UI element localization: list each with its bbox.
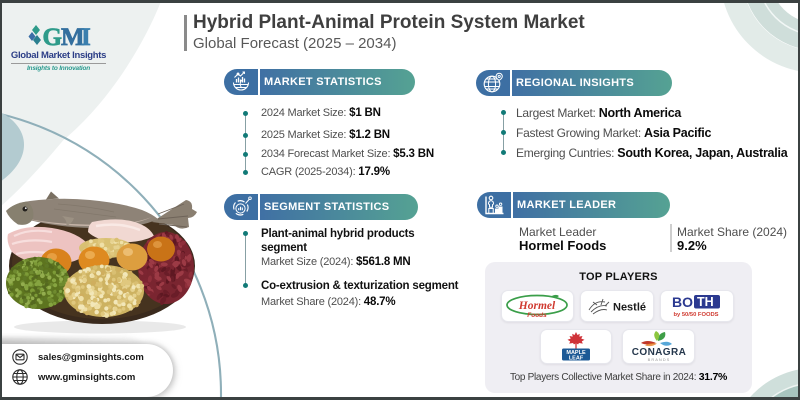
svg-text:M: M — [61, 24, 85, 51]
svg-text:MAPLE: MAPLE — [566, 350, 586, 356]
svg-text:TH: TH — [697, 295, 714, 309]
svg-text:CONAGRA: CONAGRA — [631, 347, 685, 358]
svg-text:BRANDS: BRANDS — [647, 357, 670, 362]
svg-text:I: I — [81, 24, 91, 51]
svg-text:Foods: Foods — [527, 312, 547, 319]
svg-text:by 50/50 FOODS: by 50/50 FOODS — [673, 312, 718, 318]
svg-text:G: G — [43, 24, 62, 51]
svg-text:LEAF: LEAF — [569, 356, 584, 362]
svg-text:Hormel: Hormel — [517, 300, 555, 312]
svg-text:Nestlé: Nestlé — [613, 302, 646, 314]
svg-text:BO: BO — [672, 294, 693, 310]
